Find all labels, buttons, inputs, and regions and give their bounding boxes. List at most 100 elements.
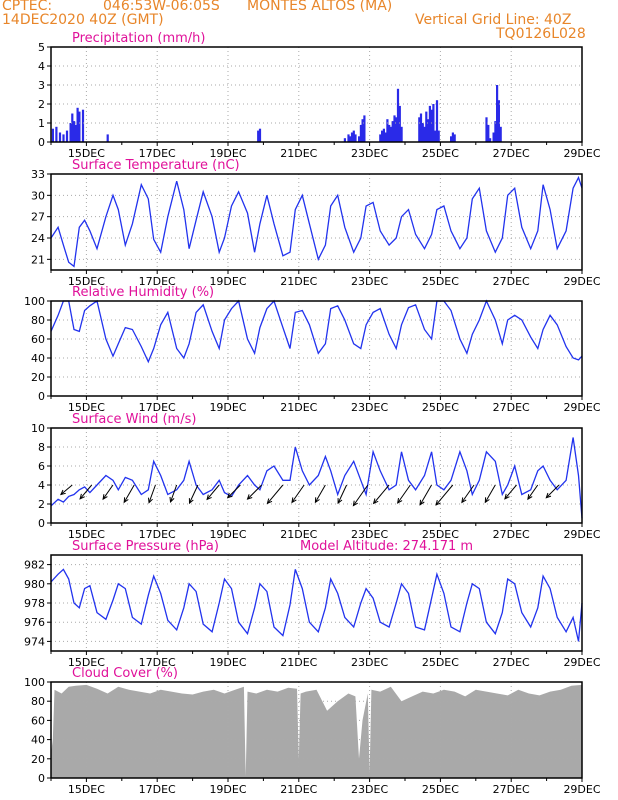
wind-ytick-label: 10 bbox=[31, 422, 45, 435]
precip-bar bbox=[487, 124, 490, 142]
humidity-frame bbox=[50, 300, 583, 397]
precip-xtick-label: 27DEC bbox=[493, 147, 530, 160]
wind-arrow bbox=[206, 484, 220, 500]
precip-bar bbox=[349, 136, 352, 142]
wind-ytick-label: 6 bbox=[38, 460, 45, 473]
humidity-xtick-label: 29DEC bbox=[563, 401, 600, 414]
wind-arrow bbox=[373, 484, 390, 504]
precip-bar bbox=[382, 128, 385, 142]
wind-arrow-head bbox=[102, 494, 108, 501]
wind-xtick-label: 17DEC bbox=[139, 528, 176, 541]
precip-bar bbox=[432, 104, 435, 142]
humidity-xtick-label: 25DEC bbox=[422, 401, 459, 414]
precip-ytick-label: 5 bbox=[38, 41, 45, 54]
humidity-ytick-label: 40 bbox=[31, 352, 45, 365]
precip-bar bbox=[361, 119, 364, 142]
pressure-ytick-label: 982 bbox=[24, 559, 45, 572]
precip-bar bbox=[421, 123, 424, 142]
precip-xtick-label: 17DEC bbox=[139, 147, 176, 160]
precip-bar bbox=[347, 134, 350, 142]
precip-bar bbox=[74, 124, 77, 142]
wind-arrow-head bbox=[372, 498, 379, 505]
temperature-ytick-label: 30 bbox=[31, 189, 45, 202]
wind-arrow-head bbox=[188, 498, 194, 505]
pressure-frame bbox=[50, 554, 583, 652]
pressure-ytick-label: 978 bbox=[24, 597, 45, 610]
wind-arrow-head bbox=[419, 499, 425, 506]
wind-arrow-head bbox=[461, 497, 467, 504]
precip-bar bbox=[343, 138, 346, 142]
wind-arrow-head bbox=[352, 500, 358, 507]
cloud-ytick-label: 60 bbox=[31, 714, 45, 727]
precip-bar bbox=[73, 121, 76, 142]
precip-bar bbox=[257, 130, 260, 142]
humidity-xtick-label: 23DEC bbox=[351, 401, 388, 414]
precip-bar bbox=[78, 111, 81, 142]
cloud-xtick-label: 17DEC bbox=[139, 783, 176, 796]
precip-bar bbox=[381, 130, 384, 142]
humidity-xtick-label: 21DEC bbox=[280, 401, 317, 414]
precip-bar bbox=[419, 113, 423, 142]
wind-arrow-head bbox=[484, 497, 490, 504]
temperature-line bbox=[50, 175, 583, 268]
wind-arrow bbox=[504, 484, 517, 500]
wind-arrow-head bbox=[169, 496, 175, 503]
humidity-ytick-label: 60 bbox=[31, 333, 45, 346]
wind-ytick-label: 4 bbox=[38, 479, 45, 492]
precip-xtick-label: 29DEC bbox=[563, 147, 600, 160]
precip-bar bbox=[496, 85, 499, 142]
wind-xtick-label: 23DEC bbox=[351, 528, 388, 541]
wind-arrow bbox=[170, 484, 178, 503]
pressure-xtick-label: 19DEC bbox=[209, 656, 246, 669]
cloud-ytick-label: 40 bbox=[31, 734, 45, 747]
wind-arrow bbox=[247, 484, 262, 500]
wind-frame bbox=[50, 427, 583, 524]
precip-ytick-label: 2 bbox=[38, 98, 45, 111]
precip-ytick-label: 1 bbox=[38, 117, 45, 130]
cloud-xtick-label: 25DEC bbox=[422, 783, 459, 796]
humidity-ytick-label: 100 bbox=[24, 295, 45, 308]
header-run-time: 14DEC2020 40Z (GMT) bbox=[2, 12, 164, 28]
humidity-ytick-label: 80 bbox=[31, 314, 45, 327]
pressure-xtick-label: 15DEC bbox=[68, 656, 105, 669]
cloud-xtick-label: 21DEC bbox=[280, 783, 317, 796]
pressure-ytick-label: 974 bbox=[24, 635, 45, 648]
precip-bar bbox=[450, 136, 453, 142]
precip-bar bbox=[437, 130, 440, 142]
temperature-xtick-label: 19DEC bbox=[209, 275, 246, 288]
pressure-ytick-label: 980 bbox=[24, 578, 45, 591]
header-coordinates: 046:53W-06:05S bbox=[103, 0, 220, 14]
wind-arrow-head bbox=[291, 497, 297, 504]
wind-ytick-label: 0 bbox=[38, 517, 45, 530]
wind-arrow bbox=[545, 484, 560, 499]
precip-bar bbox=[489, 138, 492, 142]
wind-xtick-label: 27DEC bbox=[493, 528, 530, 541]
wind-arrow bbox=[435, 484, 454, 506]
precip-xtick-label: 21DEC bbox=[280, 147, 317, 160]
wind-xtick-label: 21DEC bbox=[280, 528, 317, 541]
precip-bar bbox=[55, 126, 58, 142]
wind-arrow-head bbox=[60, 489, 66, 496]
humidity-ytick-label: 0 bbox=[38, 390, 45, 403]
cloud-ytick-label: 20 bbox=[31, 753, 45, 766]
precip-bar bbox=[492, 132, 495, 142]
cloud-cover-area bbox=[51, 684, 582, 778]
pressure-line bbox=[50, 568, 583, 642]
precip-bar bbox=[391, 121, 394, 142]
precip-bar bbox=[428, 105, 431, 142]
precip-bar bbox=[62, 134, 65, 142]
precip-bar bbox=[386, 119, 389, 142]
wind-arrow-head bbox=[246, 494, 253, 500]
precip-bar bbox=[258, 128, 262, 142]
pressure-annotation: Model Altitude: 274.171 m bbox=[300, 539, 473, 554]
precip-bar bbox=[51, 128, 54, 142]
wind-arrow bbox=[79, 484, 93, 500]
precip-bar bbox=[400, 126, 403, 142]
pressure-ytick-label: 976 bbox=[24, 616, 45, 629]
precip-bar bbox=[497, 100, 500, 142]
precip-bar bbox=[359, 124, 362, 142]
header-grid-note: Vertical Grid Line: 40Z bbox=[415, 12, 572, 28]
wind-xtick-label: 15DEC bbox=[68, 528, 105, 541]
pressure-xtick-label: 29DEC bbox=[563, 656, 600, 669]
